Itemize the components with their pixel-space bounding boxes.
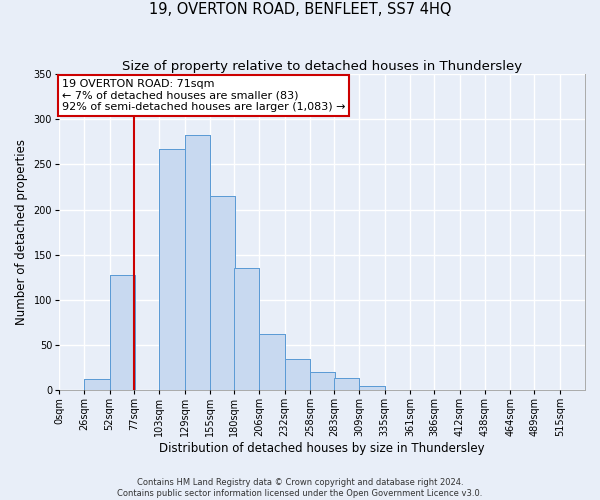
Bar — [359, 386, 385, 390]
Bar — [234, 268, 259, 390]
Y-axis label: Number of detached properties: Number of detached properties — [15, 139, 28, 325]
Bar — [334, 378, 359, 390]
Bar — [359, 386, 385, 390]
Bar — [159, 149, 185, 390]
Bar — [85, 380, 110, 390]
Bar — [210, 196, 235, 390]
Bar — [310, 372, 335, 390]
Text: Contains HM Land Registry data © Crown copyright and database right 2024.
Contai: Contains HM Land Registry data © Crown c… — [118, 478, 482, 498]
Bar — [310, 372, 335, 390]
Bar — [110, 274, 135, 390]
X-axis label: Distribution of detached houses by size in Thundersley: Distribution of detached houses by size … — [159, 442, 485, 455]
Bar — [284, 358, 310, 390]
Title: Size of property relative to detached houses in Thundersley: Size of property relative to detached ho… — [122, 60, 522, 73]
Bar — [259, 334, 284, 390]
Bar — [234, 268, 259, 390]
Bar — [210, 196, 235, 390]
Bar — [159, 149, 185, 390]
Bar — [85, 380, 110, 390]
Text: 19 OVERTON ROAD: 71sqm
← 7% of detached houses are smaller (83)
92% of semi-deta: 19 OVERTON ROAD: 71sqm ← 7% of detached … — [62, 79, 345, 112]
Text: 19, OVERTON ROAD, BENFLEET, SS7 4HQ: 19, OVERTON ROAD, BENFLEET, SS7 4HQ — [149, 2, 451, 18]
Bar — [259, 334, 284, 390]
Bar — [185, 134, 210, 390]
Bar — [110, 274, 135, 390]
Bar — [185, 134, 210, 390]
Bar — [284, 358, 310, 390]
Bar — [334, 378, 359, 390]
